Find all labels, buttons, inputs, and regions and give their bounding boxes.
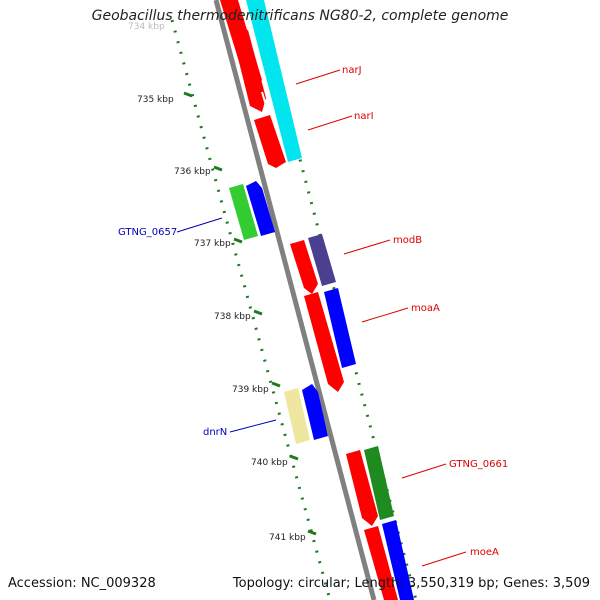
- scale-label: 737 kbp: [194, 239, 231, 249]
- gene-label-narI[interactable]: narI: [354, 111, 374, 122]
- genome-summary-text: Topology: circular; Length: 3,550,319 bp…: [232, 576, 590, 591]
- callout-line-dnrN: [229, 419, 277, 433]
- gene-moaA-red[interactable]: [304, 292, 344, 392]
- scale-tick: [271, 381, 281, 388]
- backbone-line: [213, 0, 377, 600]
- gene-connector: [261, 91, 269, 113]
- scale-label: 736 kbp: [174, 167, 211, 177]
- callout-line-GTNG_0657: [176, 217, 223, 233]
- callout-line-narJ: [295, 69, 341, 85]
- callout-line-modB: [343, 239, 391, 255]
- map-title: Geobacillus thermodenitrificans NG80-2, …: [91, 8, 509, 24]
- scale-tick: [183, 91, 193, 98]
- scale-tick: [289, 454, 299, 461]
- gene-label-moaA[interactable]: moaA: [411, 303, 440, 314]
- scale-tick: [213, 165, 223, 172]
- scale-label: 734 kbp: [128, 22, 165, 32]
- gene-dnrN-blue[interactable]: [302, 384, 328, 440]
- callouts: [176, 69, 467, 567]
- gene-label-moeA[interactable]: moeA: [470, 547, 499, 558]
- gene-moeA-blue[interactable]: [382, 520, 414, 600]
- scale-label: 738 kbp: [214, 312, 251, 322]
- callout-line-moaA: [361, 307, 409, 323]
- gene-narJI-cyan[interactable]: [246, 0, 302, 162]
- gene-label-dnrN[interactable]: dnrN: [203, 427, 227, 438]
- gene-dnrN-khaki[interactable]: [284, 388, 310, 444]
- gene-GTNG_0661-green[interactable]: [364, 446, 394, 520]
- left-track-dots: [170, 19, 332, 600]
- gene-GTNG_0661-red[interactable]: [346, 450, 378, 526]
- gene-label-modB[interactable]: modB: [393, 235, 422, 246]
- callout-line-narI: [307, 115, 353, 131]
- gene-narI-red[interactable]: [254, 115, 286, 168]
- callout-line-moeA: [421, 551, 467, 567]
- gene-features: [220, 0, 414, 600]
- gene-label-GTNG_0657[interactable]: GTNG_0657: [118, 227, 177, 238]
- scale-label: 735 kbp: [137, 95, 174, 105]
- scale-tick: [253, 309, 263, 316]
- gene-narJ-red[interactable]: [232, 30, 266, 112]
- gene-modB-red[interactable]: [290, 240, 318, 294]
- gene-moeA-red[interactable]: [364, 526, 398, 600]
- accession-text: Accession: NC_009328: [8, 576, 156, 591]
- scale-tick: [307, 529, 317, 536]
- scale-label: 739 kbp: [232, 385, 269, 395]
- scale-label: 740 kbp: [251, 458, 288, 468]
- gene-GTNG_0657-blue[interactable]: [246, 181, 275, 236]
- gene-label-GTNG_0661[interactable]: GTNG_0661: [449, 459, 508, 470]
- scale-tick: [233, 237, 243, 244]
- scale-ticks: [183, 91, 317, 536]
- gene-GTNG_0657-green[interactable]: [229, 184, 258, 240]
- gene-label-narJ[interactable]: narJ: [342, 65, 362, 76]
- callout-line-GTNG_0661: [401, 463, 447, 479]
- gene-moaA-blue[interactable]: [324, 288, 356, 368]
- gene-modB-slate[interactable]: [308, 234, 336, 286]
- scale-label: 741 kbp: [269, 533, 306, 543]
